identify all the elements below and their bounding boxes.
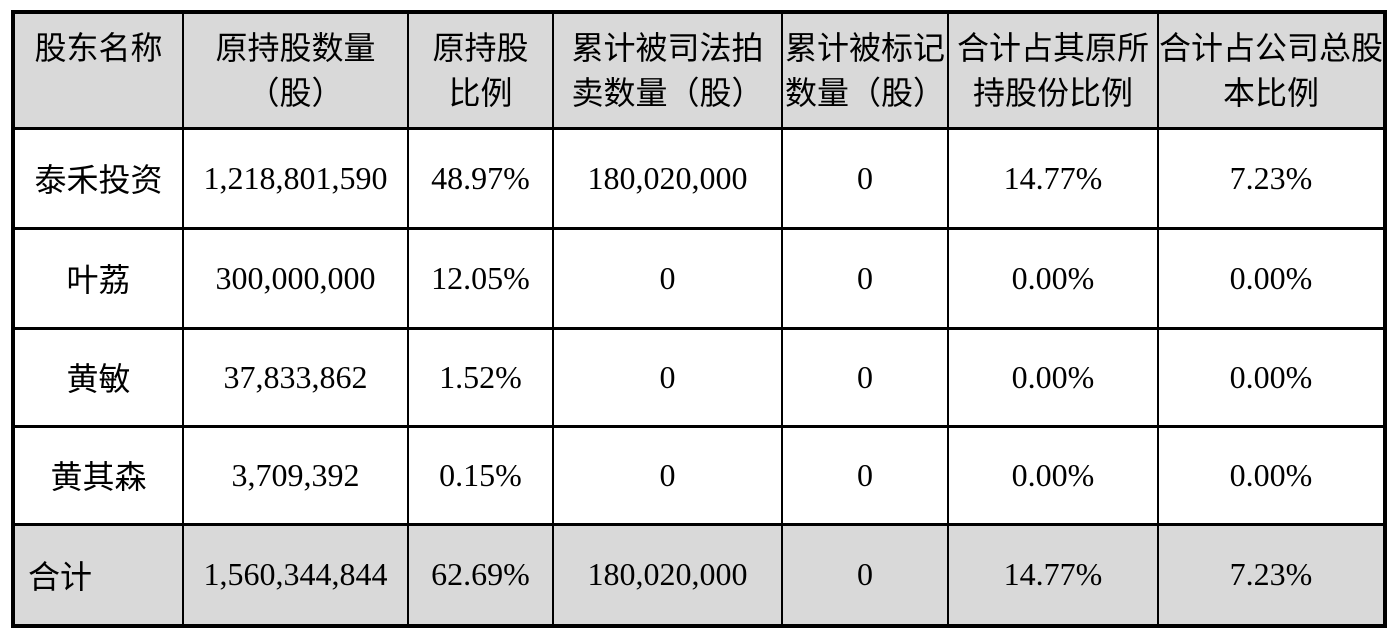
original-ratio-cell: 48.97% [407, 126, 554, 230]
table-header-row: 股东名称 原持股数量 （股） 原持股 比例 累计被司法拍 卖数量（股） 累计被标… [12, 10, 1386, 130]
shareholder-name-cell: 叶荔 [12, 226, 184, 330]
ratio-of-held-cell: 0.00% [947, 424, 1159, 526]
total-ratio-of-held-cell: 14.77% [947, 522, 1159, 628]
total-label-cell: 合计 [12, 522, 184, 628]
total-row: 合计 1,560,344,844 62.69% 180,020,000 0 14… [12, 522, 1386, 628]
table-row: 叶荔 300,000,000 12.05% 0 0 0.00% 0.00% [12, 226, 1386, 330]
marked-shares-cell: 0 [781, 226, 949, 330]
total-auctioned-shares-cell: 180,020,000 [552, 522, 783, 628]
table-row: 黄其森 3,709,392 0.15% 0 0 0.00% 0.00% [12, 424, 1386, 526]
header-shareholder-name: 股东名称 [12, 10, 184, 130]
original-ratio-cell: 12.05% [407, 226, 554, 330]
marked-shares-cell: 0 [781, 326, 949, 428]
header-ratio-of-held-shares: 合计占其原所 持股份比例 [947, 10, 1159, 130]
auctioned-shares-cell: 0 [552, 424, 783, 526]
ratio-of-total-cell: 0.00% [1157, 326, 1386, 428]
ratio-of-held-cell: 0.00% [947, 326, 1159, 428]
total-ratio-of-total-cell: 7.23% [1157, 522, 1386, 628]
marked-shares-cell: 0 [781, 126, 949, 230]
table-row: 黄敏 37,833,862 1.52% 0 0 0.00% 0.00% [12, 326, 1386, 428]
shareholder-table: 股东名称 原持股数量 （股） 原持股 比例 累计被司法拍 卖数量（股） 累计被标… [11, 10, 1387, 628]
original-shares-cell: 300,000,000 [182, 226, 409, 330]
header-original-ratio: 原持股 比例 [407, 10, 554, 130]
auctioned-shares-cell: 0 [552, 226, 783, 330]
shareholder-name-cell: 黄敏 [12, 326, 184, 428]
marked-shares-cell: 0 [781, 424, 949, 526]
total-marked-shares-cell: 0 [781, 522, 949, 628]
header-ratio-of-total-capital: 合计占公司总股 本比例 [1157, 10, 1386, 130]
header-original-shares: 原持股数量 （股） [182, 10, 409, 130]
header-auctioned-shares: 累计被司法拍 卖数量（股） [552, 10, 783, 130]
original-ratio-cell: 0.15% [407, 424, 554, 526]
ratio-of-total-cell: 0.00% [1157, 424, 1386, 526]
ratio-of-held-cell: 0.00% [947, 226, 1159, 330]
total-original-ratio-cell: 62.69% [407, 522, 554, 628]
shareholder-name-cell: 黄其森 [12, 424, 184, 526]
ratio-of-total-cell: 0.00% [1157, 226, 1386, 330]
original-shares-cell: 37,833,862 [182, 326, 409, 428]
total-original-shares-cell: 1,560,344,844 [182, 522, 409, 628]
original-shares-cell: 3,709,392 [182, 424, 409, 526]
auctioned-shares-cell: 0 [552, 326, 783, 428]
header-marked-shares: 累计被标记 数量（股） [781, 10, 949, 130]
original-shares-cell: 1,218,801,590 [182, 126, 409, 230]
table-row: 泰禾投资 1,218,801,590 48.97% 180,020,000 0 … [12, 126, 1386, 230]
ratio-of-total-cell: 7.23% [1157, 126, 1386, 230]
shareholder-name-cell: 泰禾投资 [12, 126, 184, 230]
original-ratio-cell: 1.52% [407, 326, 554, 428]
ratio-of-held-cell: 14.77% [947, 126, 1159, 230]
auctioned-shares-cell: 180,020,000 [552, 126, 783, 230]
